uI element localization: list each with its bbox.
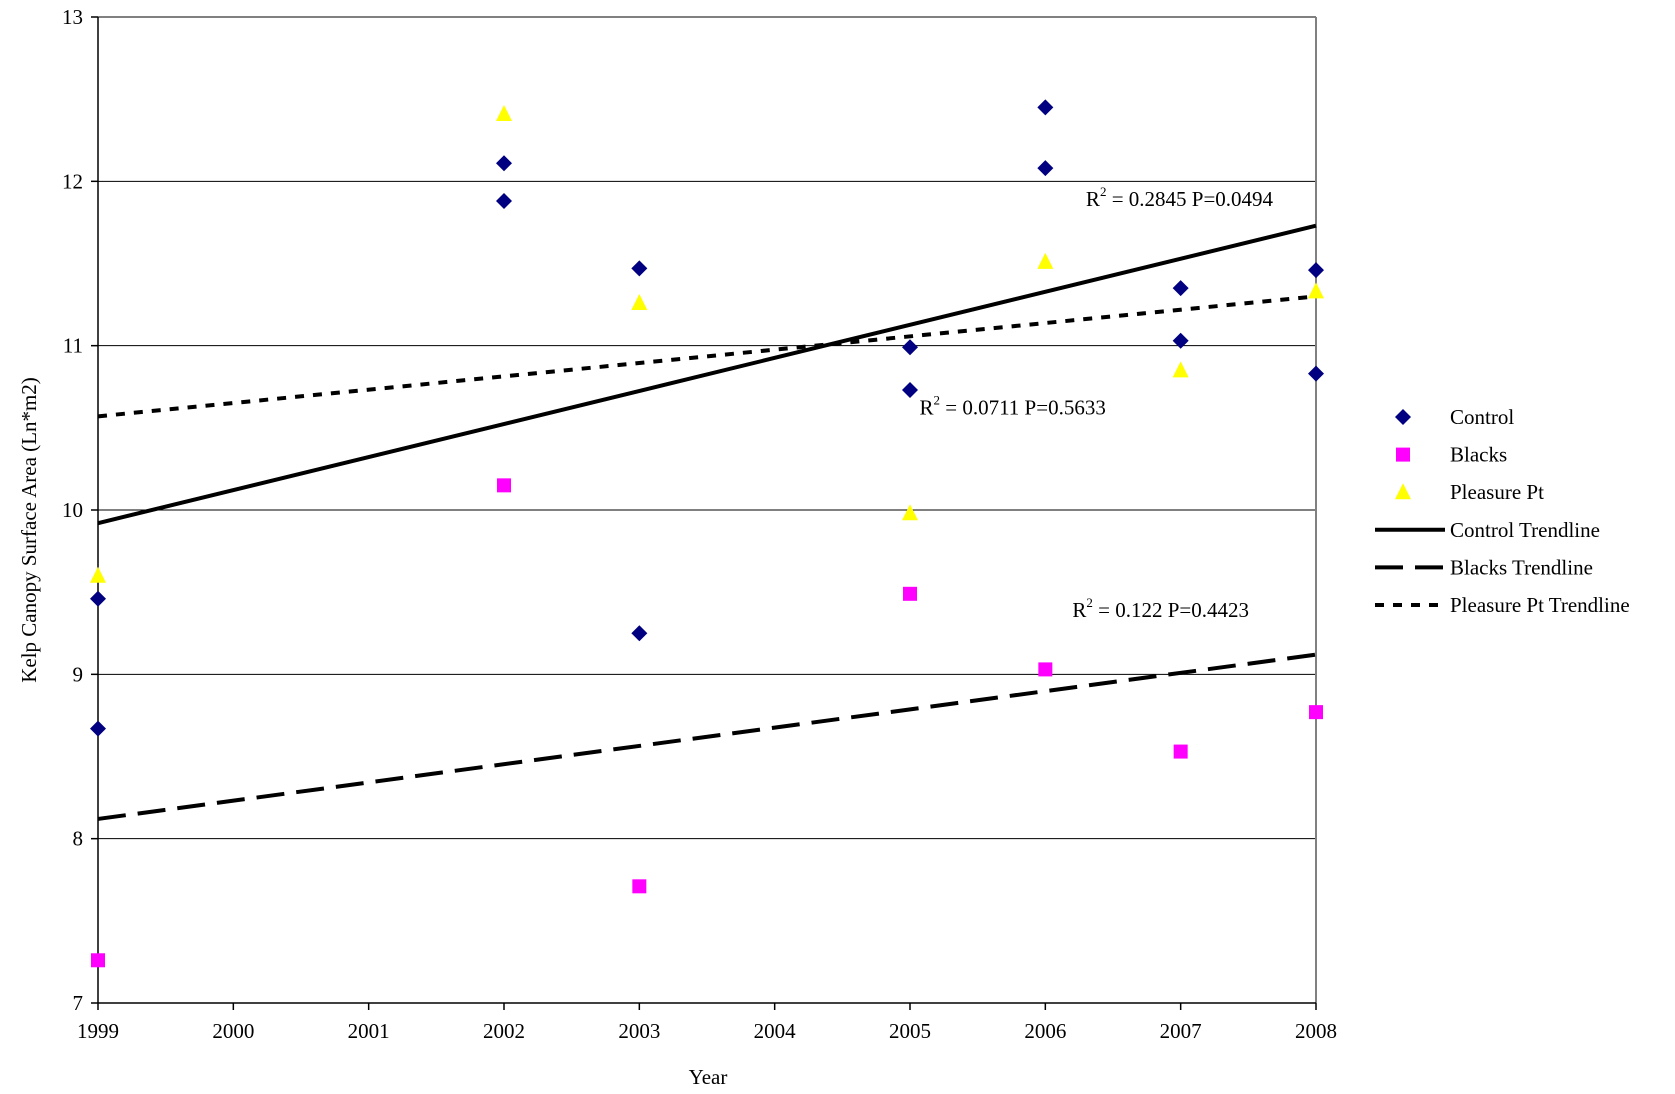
control-point <box>1172 332 1189 349</box>
annotation-value: = 0.122 P=0.4423 <box>1093 598 1249 622</box>
x-tick-label: 2005 <box>889 1019 931 1043</box>
x-tick-label: 2008 <box>1295 1019 1337 1043</box>
control-point <box>631 625 648 642</box>
trendline-layer <box>97 223 1317 821</box>
control-point <box>1037 99 1054 116</box>
legend-item: Pleasure Pt <box>1395 480 1544 504</box>
control-point <box>902 382 918 399</box>
y-tick-label: 10 <box>62 498 83 522</box>
legend-label: Control <box>1450 405 1514 429</box>
pleasure-pt-point <box>1308 282 1324 299</box>
y-tick-label: 9 <box>73 662 84 686</box>
annotation-r: R <box>919 396 933 420</box>
legend-item: Blacks Trendline <box>1375 555 1593 579</box>
r-squared-annotation: R2 = 0.122 P=0.4423 <box>1072 595 1249 622</box>
pleasure-pt-point <box>902 504 918 521</box>
blacks-point <box>632 879 647 894</box>
pleasure-pt-point <box>1172 361 1189 378</box>
pleasure-pt-point <box>631 293 648 310</box>
blacks-point <box>91 953 105 968</box>
control-trendline <box>97 223 1317 526</box>
legend-label: Blacks <box>1450 443 1507 467</box>
annotation-value: = 0.2845 P=0.0494 <box>1106 187 1273 211</box>
control-point <box>902 339 918 356</box>
blacks-point <box>1038 662 1053 677</box>
legend-item: Blacks <box>1396 443 1507 467</box>
annotation-superscript: 2 <box>1100 184 1107 199</box>
y-tick-label: 8 <box>73 827 84 851</box>
r-squared-annotation: R2 = 0.2845 P=0.0494 <box>1086 184 1274 211</box>
legend-label: Pleasure Pt Trendline <box>1450 593 1630 617</box>
control-point <box>1308 365 1324 382</box>
pleasure-pt-trendline <box>97 294 1317 419</box>
legend: Control Blacks Pleasure Pt Control Trendlin… <box>1375 405 1630 617</box>
y-tick-label: 7 <box>73 991 84 1015</box>
x-tick-label: 2001 <box>348 1019 390 1043</box>
annotation-r: R <box>1072 598 1086 622</box>
r-squared-annotation: R2 = 0.0711 P=0.5633 <box>919 393 1105 420</box>
pleasure-pt-point <box>90 566 106 583</box>
legend-item: Control Trendline <box>1375 518 1600 542</box>
legend-item: Pleasure Pt Trendline <box>1375 593 1630 617</box>
control-point <box>90 720 106 737</box>
y-tick-label: 11 <box>63 334 83 358</box>
blacks-point <box>903 586 917 601</box>
x-tick-label: 2006 <box>1024 1019 1066 1043</box>
legend-item: Control <box>1395 405 1514 429</box>
x-tick-label: 1999 <box>77 1019 119 1043</box>
annotation-superscript: 2 <box>1086 595 1093 610</box>
x-tick-label: 2000 <box>212 1019 254 1043</box>
y-axis-title: Kelp Canopy Surface Area (Ln*m2) <box>17 377 41 683</box>
blacks-point <box>1309 705 1323 720</box>
y-tick-label: 12 <box>62 169 83 193</box>
x-tick-label: 2002 <box>483 1019 525 1043</box>
x-axis-title: Year <box>689 1065 728 1089</box>
pleasure-pt-point <box>1037 252 1054 269</box>
y-tick-label: 13 <box>62 5 83 29</box>
control-legend-marker <box>1395 409 1411 425</box>
annotation-value: = 0.0711 P=0.5633 <box>940 396 1106 420</box>
control-point <box>496 155 512 172</box>
legend-label: Control Trendline <box>1450 518 1600 542</box>
legend-label: Blacks Trendline <box>1450 555 1593 579</box>
pleasure-pt-legend-marker <box>1395 483 1411 500</box>
control-point <box>1172 280 1189 297</box>
blacks-point <box>497 478 511 493</box>
legend-label: Pleasure Pt <box>1450 480 1544 504</box>
points-layer <box>90 99 1324 968</box>
x-tick-label: 2007 <box>1160 1019 1202 1043</box>
axes-layer: 7 8 9 10 11 12 13 1999 2000 2001 2002 2003 2004 2005 2… <box>62 5 1337 1043</box>
blacks-point <box>1173 744 1188 759</box>
annotation-superscript: 2 <box>933 393 940 408</box>
control-point <box>90 590 106 607</box>
control-point <box>496 193 512 210</box>
annotation-r: R <box>1086 187 1100 211</box>
blacks-trendline <box>97 652 1317 821</box>
control-point <box>631 260 648 277</box>
blacks-legend-marker <box>1396 447 1410 462</box>
control-point <box>1308 262 1324 279</box>
x-tick-label: 2003 <box>618 1019 660 1043</box>
control-point <box>1037 160 1054 177</box>
grid-layer <box>98 16 1316 840</box>
pleasure-pt-point <box>496 104 512 121</box>
x-tick-label: 2004 <box>754 1019 797 1043</box>
